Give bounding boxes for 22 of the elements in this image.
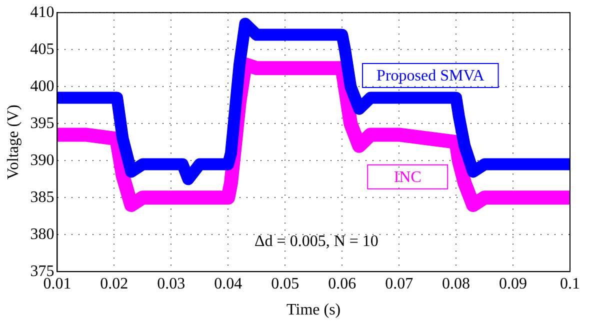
y-tick-label: 380 [30,226,54,243]
x-tick-label: 0.06 [328,275,356,292]
y-tick-label: 400 [30,78,54,95]
x-tick-label: 0.07 [385,275,414,292]
y-tick-label: 390 [30,152,54,169]
y-tick-label: 395 [30,114,54,132]
x-axis-title: Time (s) [286,302,341,319]
annotation: Δd = 0.005, N = 10 [254,233,378,250]
y-tick-label: 385 [30,188,54,206]
series-label: Proposed SMVA [376,68,485,85]
x-tick-label: 0.05 [271,275,300,292]
x-tick-label: 0.01 [43,275,72,292]
x-tick-label: 0.04 [214,275,242,292]
y-axis-title: Voltage (V) [4,104,22,180]
y-tick-label: 410 [30,4,54,21]
x-tick-label: 0.08 [442,275,470,292]
x-tick-label: 0.1 [560,275,580,292]
x-tick-label: 0.03 [157,275,186,292]
x-tick-label: 0.09 [499,275,528,292]
series-label: INC [394,169,422,186]
x-tick-label: 0.02 [100,275,128,292]
y-tick-label: 405 [30,40,54,58]
